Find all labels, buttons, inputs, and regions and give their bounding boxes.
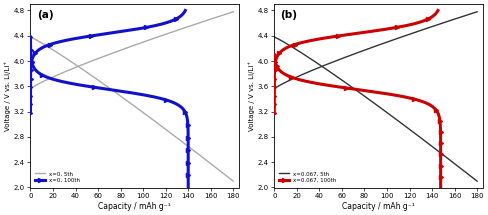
Legend: x=0, 5th, x=0, 100th: x=0, 5th, x=0, 100th [33,170,82,185]
Text: (b): (b) [280,10,297,20]
Legend: x=0.067, 5th, x=0.067, 100th: x=0.067, 5th, x=0.067, 100th [277,170,337,185]
X-axis label: Capacity / mAh g⁻¹: Capacity / mAh g⁻¹ [342,202,414,211]
Y-axis label: Voltage / V vs. Li/Li⁺: Voltage / V vs. Li/Li⁺ [247,61,254,131]
Y-axis label: Voltage / V vs. Li/Li⁺: Voltage / V vs. Li/Li⁺ [4,61,11,131]
X-axis label: Capacity / mAh g⁻¹: Capacity / mAh g⁻¹ [98,202,171,211]
Text: (a): (a) [37,10,53,20]
